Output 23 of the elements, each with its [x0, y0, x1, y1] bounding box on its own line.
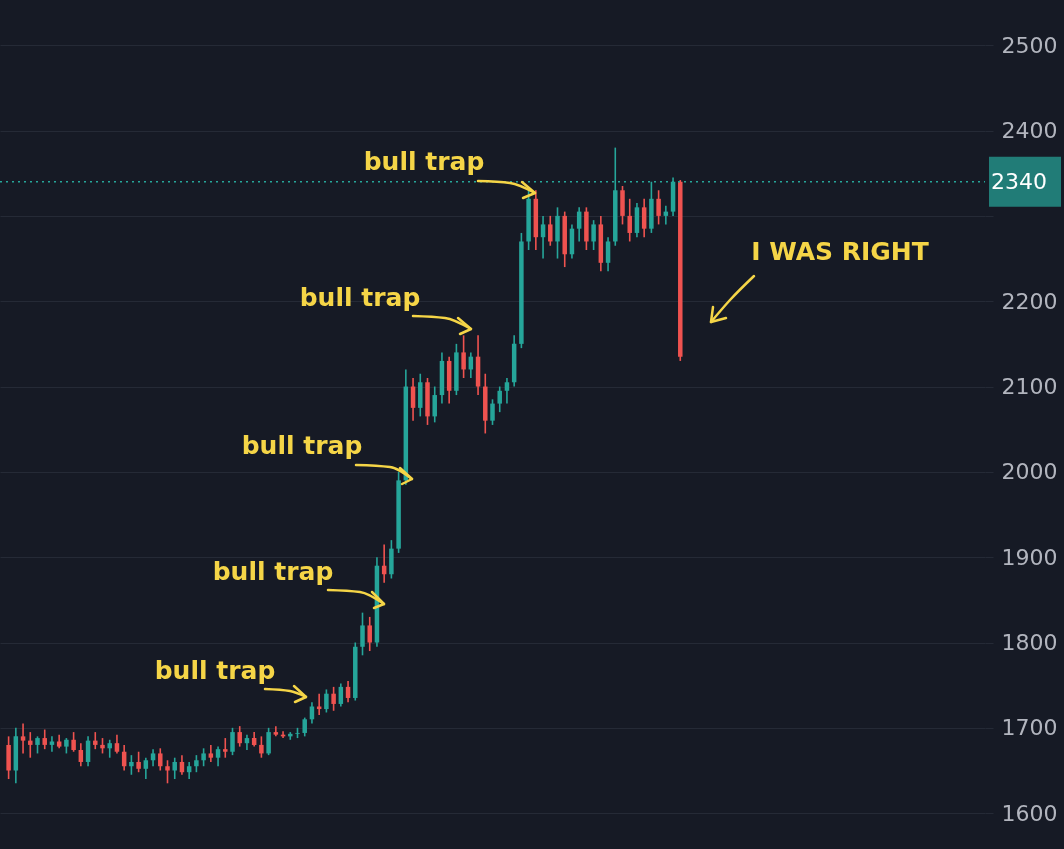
candlestick	[649, 180, 654, 234]
y-tick-label: 2100	[1001, 374, 1058, 400]
y-tick-label: 1600	[1001, 800, 1058, 826]
annotation: bull trap	[212, 557, 334, 586]
annotation: bull trap	[363, 147, 485, 176]
y-tick-label: 2000	[1001, 459, 1058, 485]
y-tick-label: 1800	[1001, 630, 1058, 656]
y-tick-label: 2400	[1001, 118, 1058, 144]
y-tick-label: 2500	[1001, 32, 1058, 58]
candlestick	[360, 611, 365, 657]
y-tick-label: 2200	[1001, 288, 1058, 314]
candlestick	[230, 727, 235, 756]
y-tick-label: 1700	[1001, 715, 1058, 741]
candlestick	[620, 185, 625, 226]
candlestick	[454, 343, 459, 396]
candlestick	[136, 750, 141, 774]
candlestick	[396, 471, 401, 554]
annotation: bull trap	[154, 656, 276, 685]
annotation: bull trap	[241, 431, 363, 460]
y-tick-label: 1900	[1001, 544, 1058, 570]
ref-line-label: 2340	[991, 168, 1047, 194]
annotation: bull trap	[299, 283, 421, 312]
annotation: I WAS RIGHT	[751, 237, 929, 266]
